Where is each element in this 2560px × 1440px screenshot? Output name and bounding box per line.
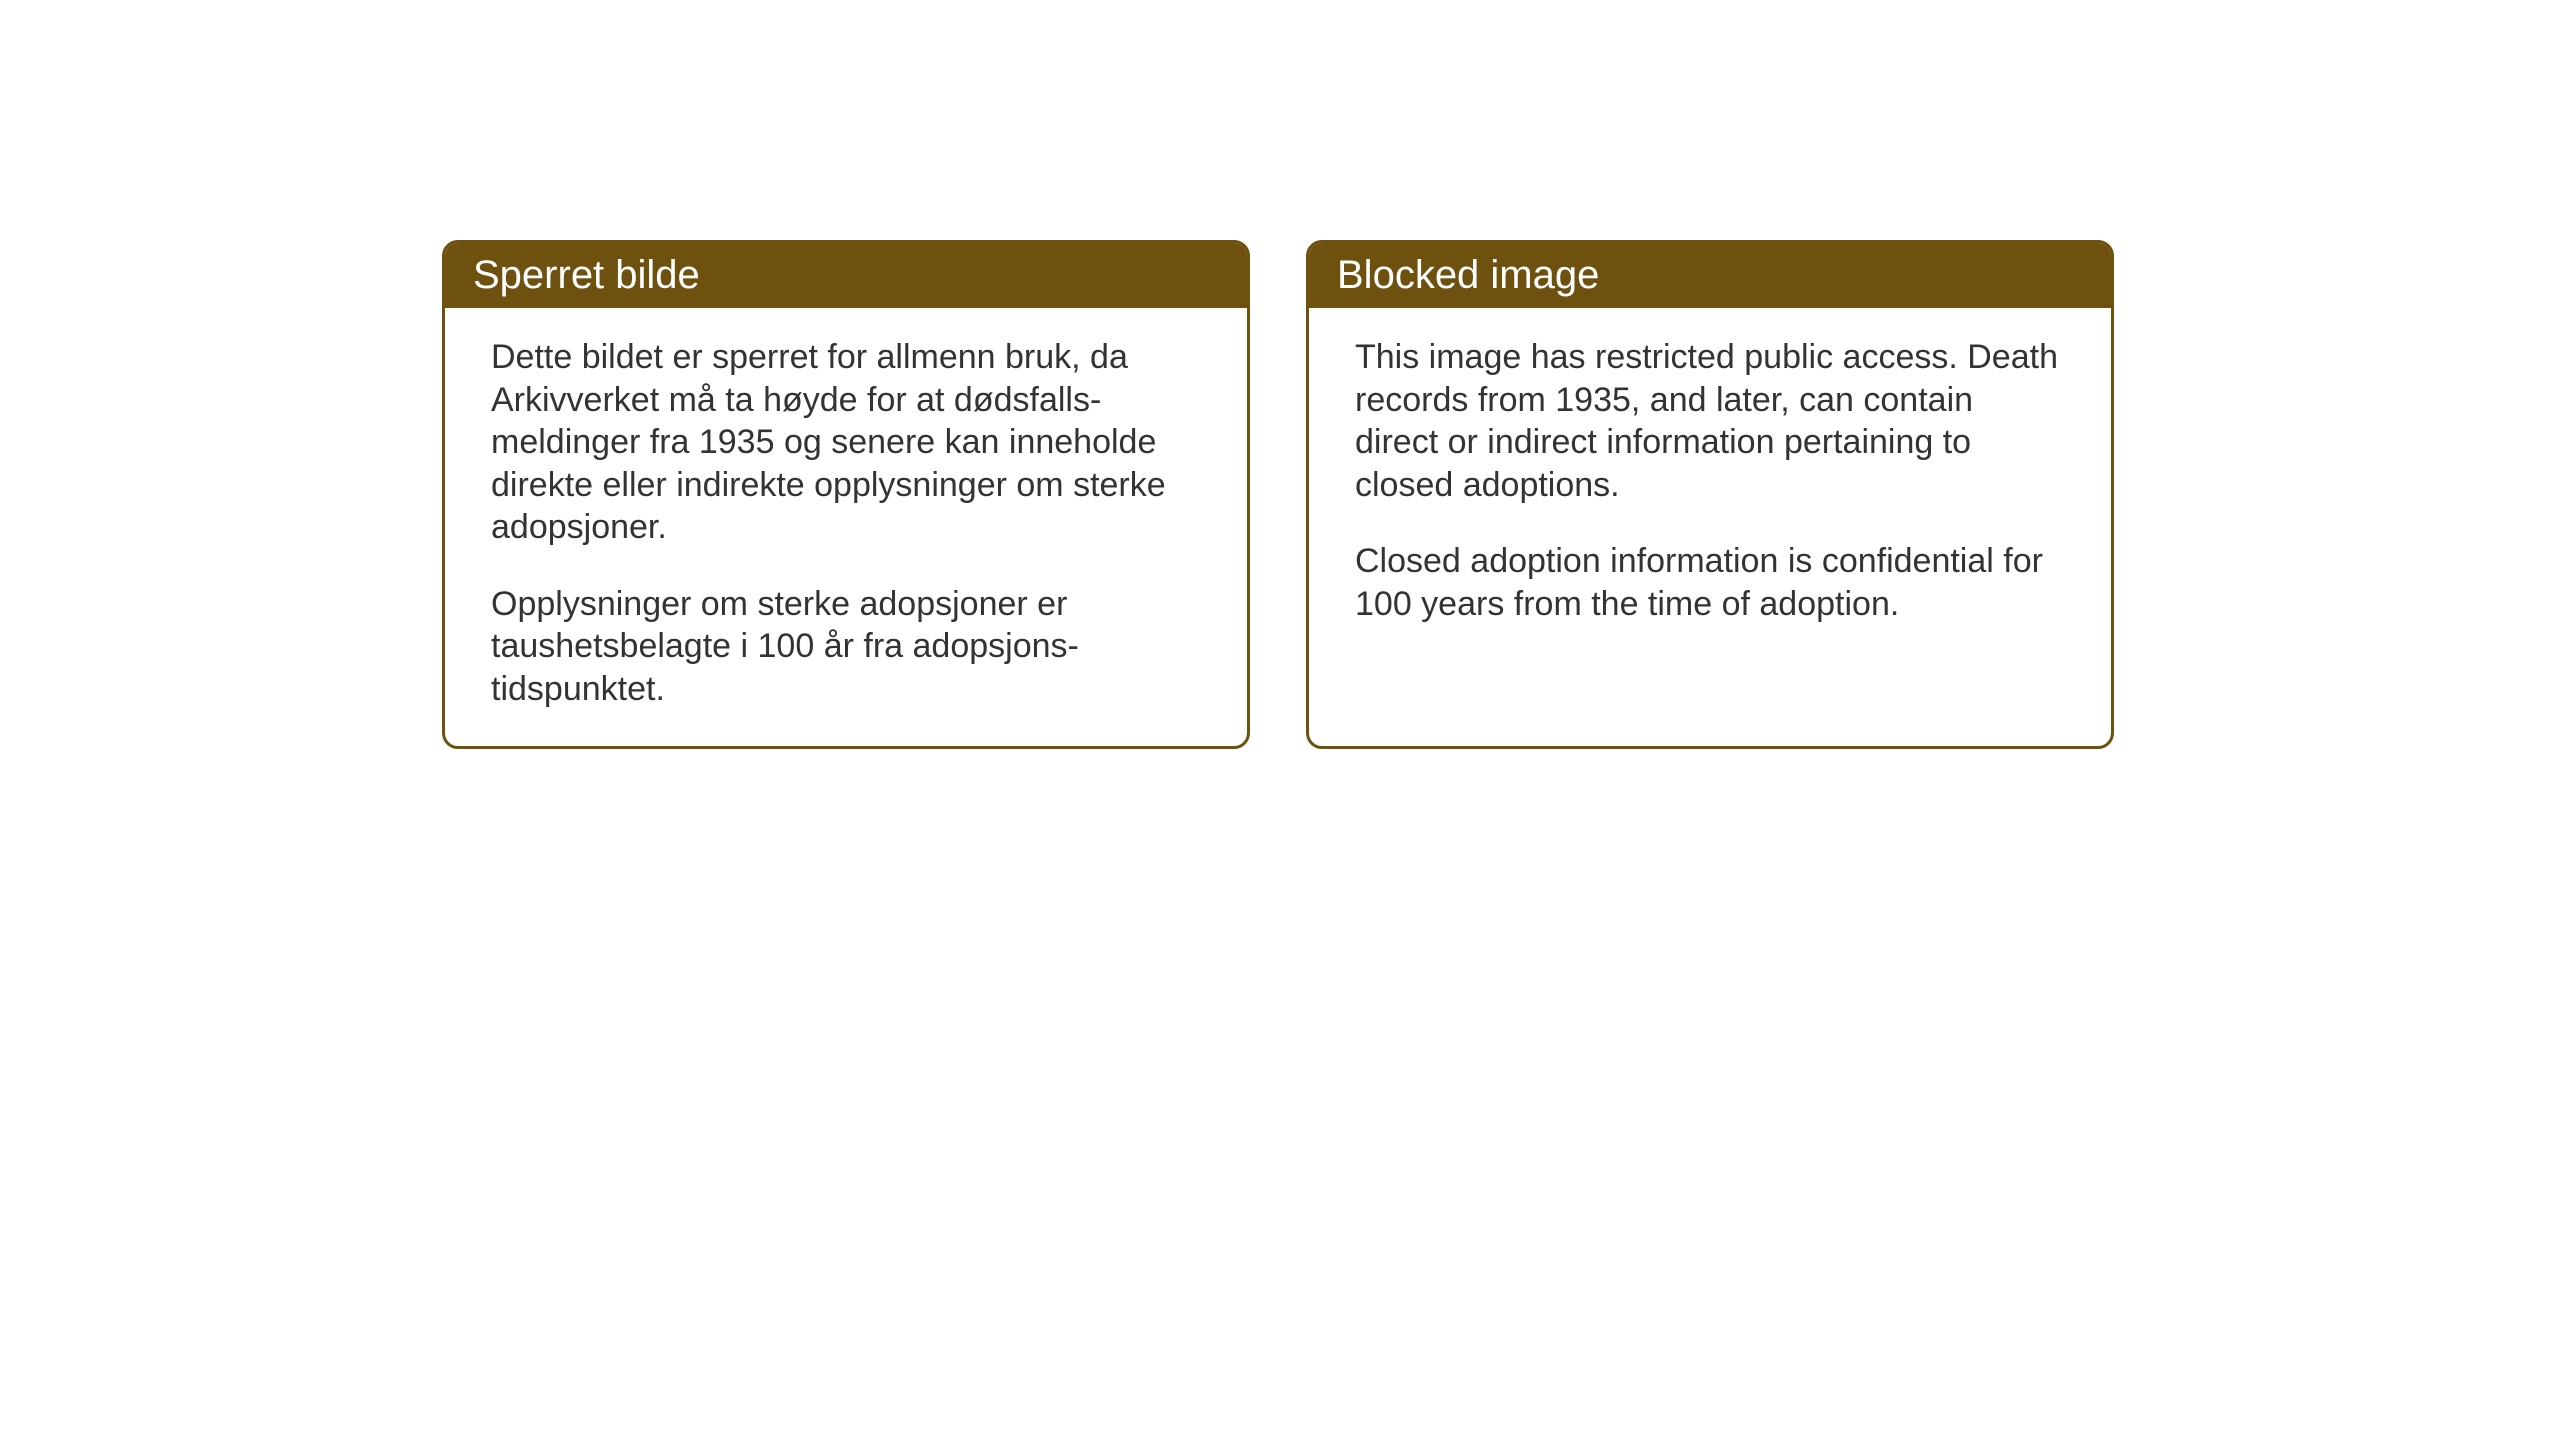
notice-paragraph-2-norwegian: Opplysninger om sterke adopsjoner er tau…	[491, 583, 1201, 711]
notice-title-english: Blocked image	[1337, 253, 1599, 297]
notice-paragraph-1-english: This image has restricted public access.…	[1355, 336, 2065, 506]
notice-paragraph-1-norwegian: Dette bildet er sperret for allmenn bruk…	[491, 336, 1201, 549]
notice-container: Sperret bilde Dette bildet er sperret fo…	[442, 240, 2114, 749]
notice-title-norwegian: Sperret bilde	[473, 253, 700, 297]
notice-body-norwegian: Dette bildet er sperret for allmenn bruk…	[445, 308, 1247, 746]
notice-box-english: Blocked image This image has restricted …	[1306, 240, 2114, 749]
notice-header-norwegian: Sperret bilde	[445, 243, 1247, 308]
notice-header-english: Blocked image	[1309, 243, 2111, 308]
notice-paragraph-2-english: Closed adoption information is confident…	[1355, 540, 2065, 625]
notice-body-english: This image has restricted public access.…	[1309, 308, 2111, 661]
notice-box-norwegian: Sperret bilde Dette bildet er sperret fo…	[442, 240, 1250, 749]
